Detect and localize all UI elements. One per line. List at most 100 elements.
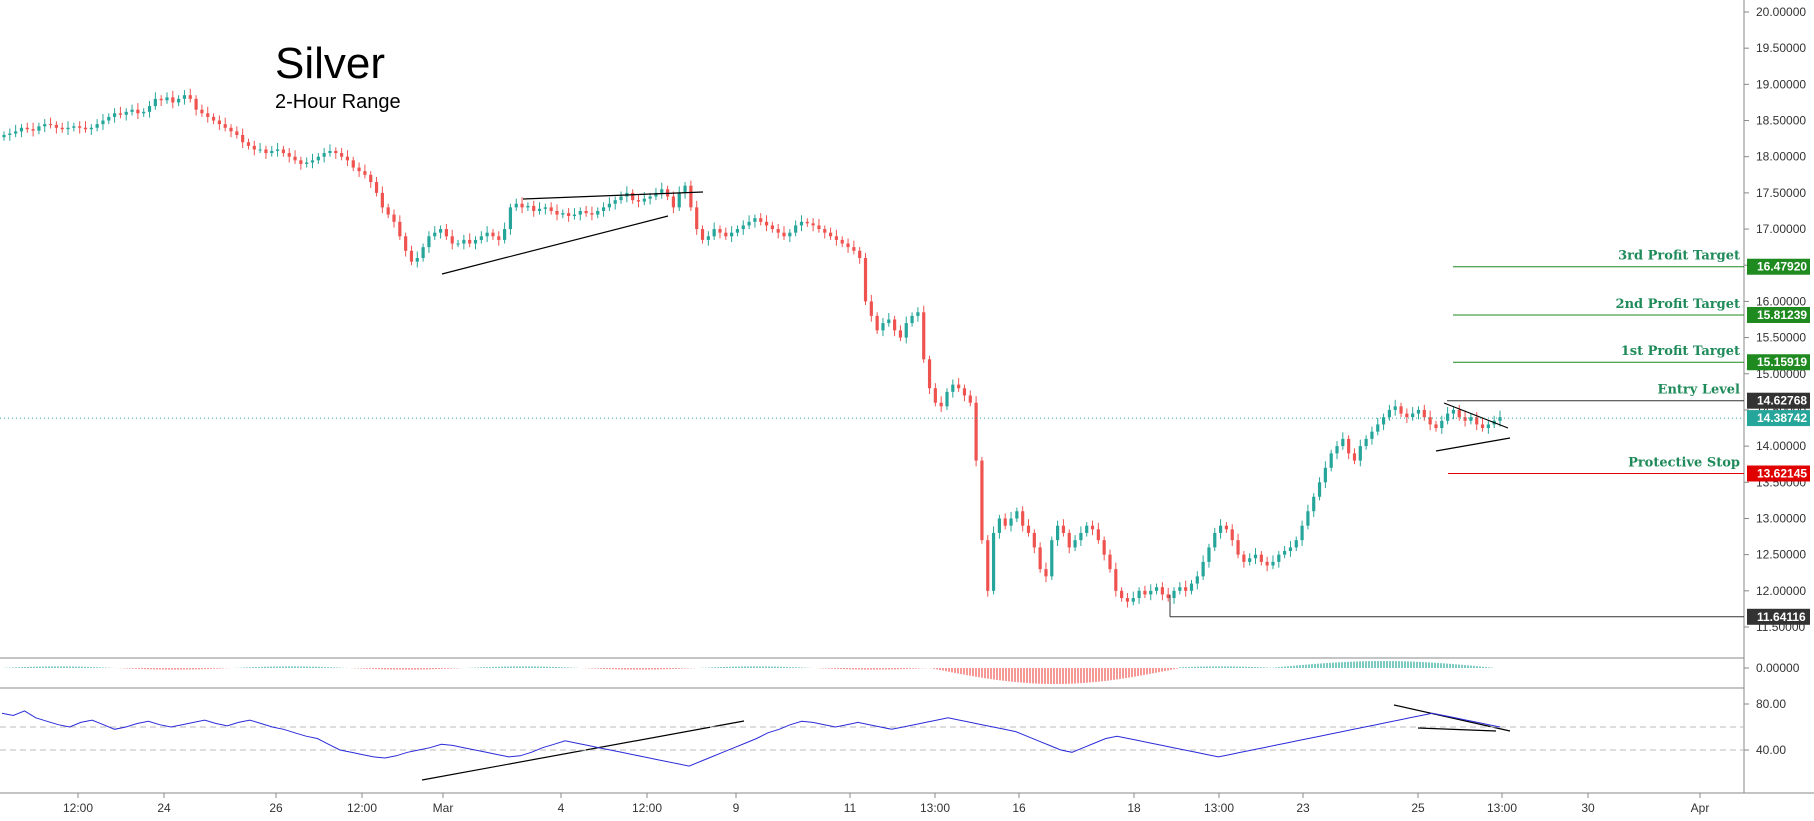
candle-body [649, 197, 652, 199]
candle-body [456, 244, 459, 245]
candle-body [1167, 594, 1170, 598]
time-tick-label: 4 [558, 801, 565, 815]
candle-body [1335, 446, 1338, 453]
candle-body [1184, 587, 1187, 591]
candle-body [346, 157, 349, 161]
candle-body [1190, 584, 1193, 591]
candle-body [363, 171, 366, 175]
candle-body [387, 207, 390, 214]
candle-body [736, 229, 739, 233]
candle-body [730, 233, 733, 237]
candle-body [299, 160, 302, 164]
candle-body [282, 149, 285, 153]
candle-body [14, 131, 17, 133]
candle-body [486, 233, 489, 237]
candle-body [759, 218, 762, 222]
price-tick-label: 12.50000 [1756, 548, 1806, 562]
candle-body [328, 151, 331, 153]
time-tick-label: 13:00 [1487, 801, 1517, 815]
candle-body [579, 211, 582, 215]
candle-body [846, 244, 849, 248]
candle-body [1009, 518, 1012, 525]
time-tick-label: Apr [1691, 801, 1710, 815]
level-label: 2nd Profit Target [1616, 297, 1740, 312]
candle-body [1341, 439, 1344, 446]
candle-body [916, 312, 919, 316]
candle-body [293, 157, 296, 161]
time-tick-label: 12:00 [63, 801, 93, 815]
candle-body [474, 240, 477, 244]
time-tick-label: 13:00 [1204, 801, 1234, 815]
candle-body [1312, 497, 1315, 511]
candle-body [934, 388, 937, 402]
candle-body [1365, 439, 1368, 446]
candle-body [125, 112, 128, 115]
candle-body [200, 110, 203, 114]
candle-body [1155, 587, 1158, 591]
candle-body [369, 175, 372, 182]
candle-body [910, 316, 913, 323]
trendline-rsi-flat [1418, 728, 1496, 731]
candle-body [631, 193, 634, 200]
candle-body [66, 128, 69, 129]
candle-body [1172, 591, 1175, 598]
candle-body [922, 312, 925, 359]
candle-body [183, 95, 186, 99]
candle-body [61, 128, 64, 129]
candle-body [1126, 598, 1129, 602]
candle-body [84, 128, 87, 129]
macd-tick-label: 0.00000 [1756, 661, 1800, 675]
candle-body [841, 240, 844, 244]
candle-body [538, 209, 541, 211]
candle-body [1266, 562, 1269, 566]
candle-body [567, 213, 570, 216]
candle-body [992, 533, 995, 591]
time-tick-label: 25 [1411, 801, 1425, 815]
candle-body [241, 135, 244, 142]
candle-body [445, 229, 448, 236]
candle-body [1196, 576, 1199, 583]
candle-body [782, 233, 785, 237]
price-tag-label: 15.81239 [1757, 308, 1807, 322]
candle-body [619, 197, 622, 201]
candle-body [1434, 424, 1437, 428]
candle-body [253, 146, 256, 150]
candle-body [410, 251, 413, 262]
time-tick-label: 16 [1012, 801, 1026, 815]
candle-body [55, 125, 58, 128]
candle-body [1219, 526, 1222, 533]
candle-body [381, 193, 384, 207]
candle-body [32, 129, 35, 130]
candle-body [1463, 417, 1466, 421]
candle-body [101, 121, 104, 125]
candle-body [334, 151, 337, 153]
price-tick-label: 18.50000 [1756, 114, 1806, 128]
price-tick-label: 17.50000 [1756, 186, 1806, 200]
candle-body [1027, 526, 1030, 533]
time-tick-label: 24 [157, 801, 171, 815]
candle-body [43, 124, 46, 126]
candle-body [835, 236, 838, 240]
price-tick-label: 17.00000 [1756, 222, 1806, 236]
candle-body [550, 207, 553, 211]
candle-body [49, 124, 52, 125]
candle-body [1050, 540, 1053, 576]
candle-body [439, 229, 442, 233]
candle-body [416, 258, 419, 262]
candle-body [998, 518, 1001, 532]
candle-body [1324, 468, 1327, 482]
candle-body [864, 258, 867, 301]
candle-body [404, 236, 407, 250]
candle-body [544, 207, 547, 208]
chart-title: Silver [275, 39, 385, 88]
candle-body [806, 222, 809, 223]
candle-body [747, 222, 750, 226]
candle-body [1114, 569, 1117, 591]
candle-body [1242, 555, 1245, 562]
candle-body [1423, 410, 1426, 417]
price-tag-label: 14.62768 [1757, 394, 1807, 408]
candle-body [1202, 562, 1205, 576]
candle-body [352, 160, 355, 167]
candle-body [672, 197, 675, 208]
